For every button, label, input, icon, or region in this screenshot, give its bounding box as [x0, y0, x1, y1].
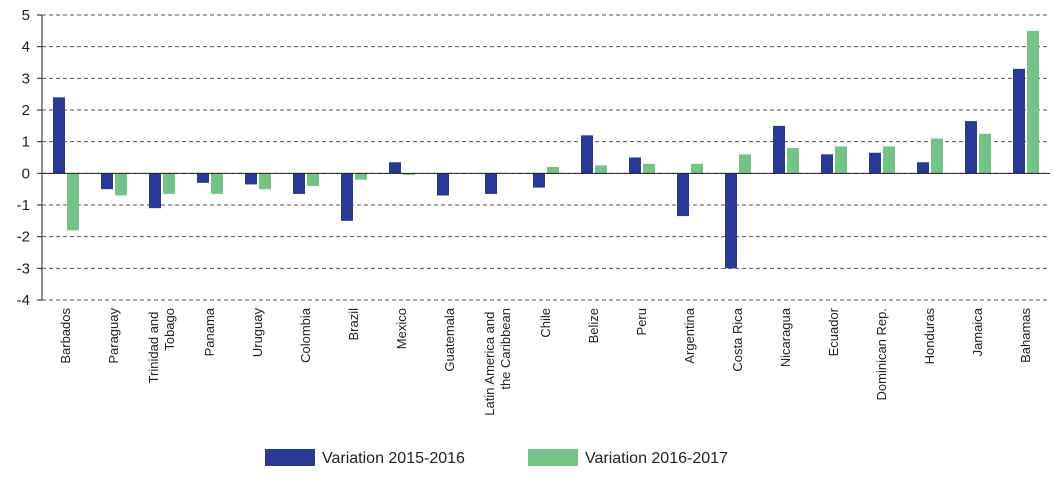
x-tick-label: Belize	[586, 308, 601, 343]
bar	[773, 125, 785, 174]
bar	[1013, 68, 1025, 174]
bar	[1027, 30, 1039, 174]
bar	[691, 163, 703, 174]
bar	[293, 173, 305, 194]
bar	[629, 157, 641, 174]
bar	[163, 173, 175, 194]
bar	[437, 173, 449, 196]
x-tick-label: Guatemala	[442, 307, 457, 371]
legend-label: Variation 2016-2017	[585, 450, 728, 467]
bar	[677, 173, 689, 217]
bar	[245, 173, 257, 185]
bar	[389, 162, 401, 174]
bar	[883, 146, 895, 174]
x-tick-label: Trinidad and Tobago	[146, 308, 177, 383]
bar	[917, 162, 929, 174]
x-tick-label: Mexico	[394, 308, 409, 349]
bar	[53, 97, 65, 174]
x-tick-label: Peru	[634, 308, 649, 335]
bar	[595, 165, 607, 174]
bar	[115, 173, 127, 196]
bar	[485, 173, 497, 194]
bar	[341, 173, 353, 221]
y-tick-label: 1	[22, 134, 30, 151]
bar	[643, 163, 655, 174]
bar	[211, 173, 223, 194]
x-tick-label: Argentina	[682, 307, 697, 363]
bar	[821, 154, 833, 174]
legend-label: Variation 2015-2016	[322, 450, 465, 467]
x-tick-label: Colombia	[298, 307, 313, 363]
x-tick-label: Brazil	[346, 308, 361, 341]
y-tick-label: -1	[17, 197, 30, 214]
bar	[149, 173, 161, 209]
x-tick-label: Ecuador	[826, 307, 841, 356]
x-tick-label: Bahamas	[1018, 308, 1033, 363]
x-tick-label: Latin America and the Caribbean	[482, 308, 513, 416]
x-tick-label: Honduras	[922, 308, 937, 365]
legend-swatch	[528, 449, 578, 466]
x-tick-label: Uruguay	[250, 308, 265, 358]
bar	[725, 173, 737, 269]
y-tick-label: 0	[22, 165, 30, 182]
bar	[355, 173, 367, 180]
y-tick-label: -4	[17, 292, 30, 309]
y-tick-label: -3	[17, 260, 30, 277]
x-tick-label: Dominican Rep.	[874, 308, 889, 401]
y-tick-label: 3	[22, 70, 30, 87]
x-tick-label: Jamaica	[970, 307, 985, 356]
bar	[835, 146, 847, 174]
x-tick-label: Costa Rica	[730, 307, 745, 371]
bar	[259, 173, 271, 190]
bar	[533, 173, 545, 188]
bar	[739, 154, 751, 174]
x-tick-label: Panama	[202, 307, 217, 356]
bar	[403, 173, 415, 175]
bar	[787, 148, 799, 174]
x-tick-label: Chile	[538, 308, 553, 338]
bar	[869, 152, 881, 174]
bar	[307, 173, 319, 186]
bar	[101, 173, 113, 190]
bar	[547, 167, 559, 174]
y-tick-label: 5	[22, 7, 30, 24]
bar	[67, 173, 79, 231]
bar	[581, 135, 593, 174]
bar	[979, 133, 991, 174]
y-tick-label: 2	[22, 102, 30, 119]
legend-swatch	[265, 449, 315, 466]
bar	[931, 138, 943, 174]
bar	[965, 121, 977, 174]
x-tick-label: Paraguay	[106, 308, 121, 364]
bar	[197, 173, 209, 183]
y-tick-label: -2	[17, 229, 30, 246]
y-tick-label: 4	[22, 39, 30, 56]
x-tick-label: Barbados	[58, 308, 73, 364]
x-tick-label: Nicaragua	[778, 307, 793, 367]
